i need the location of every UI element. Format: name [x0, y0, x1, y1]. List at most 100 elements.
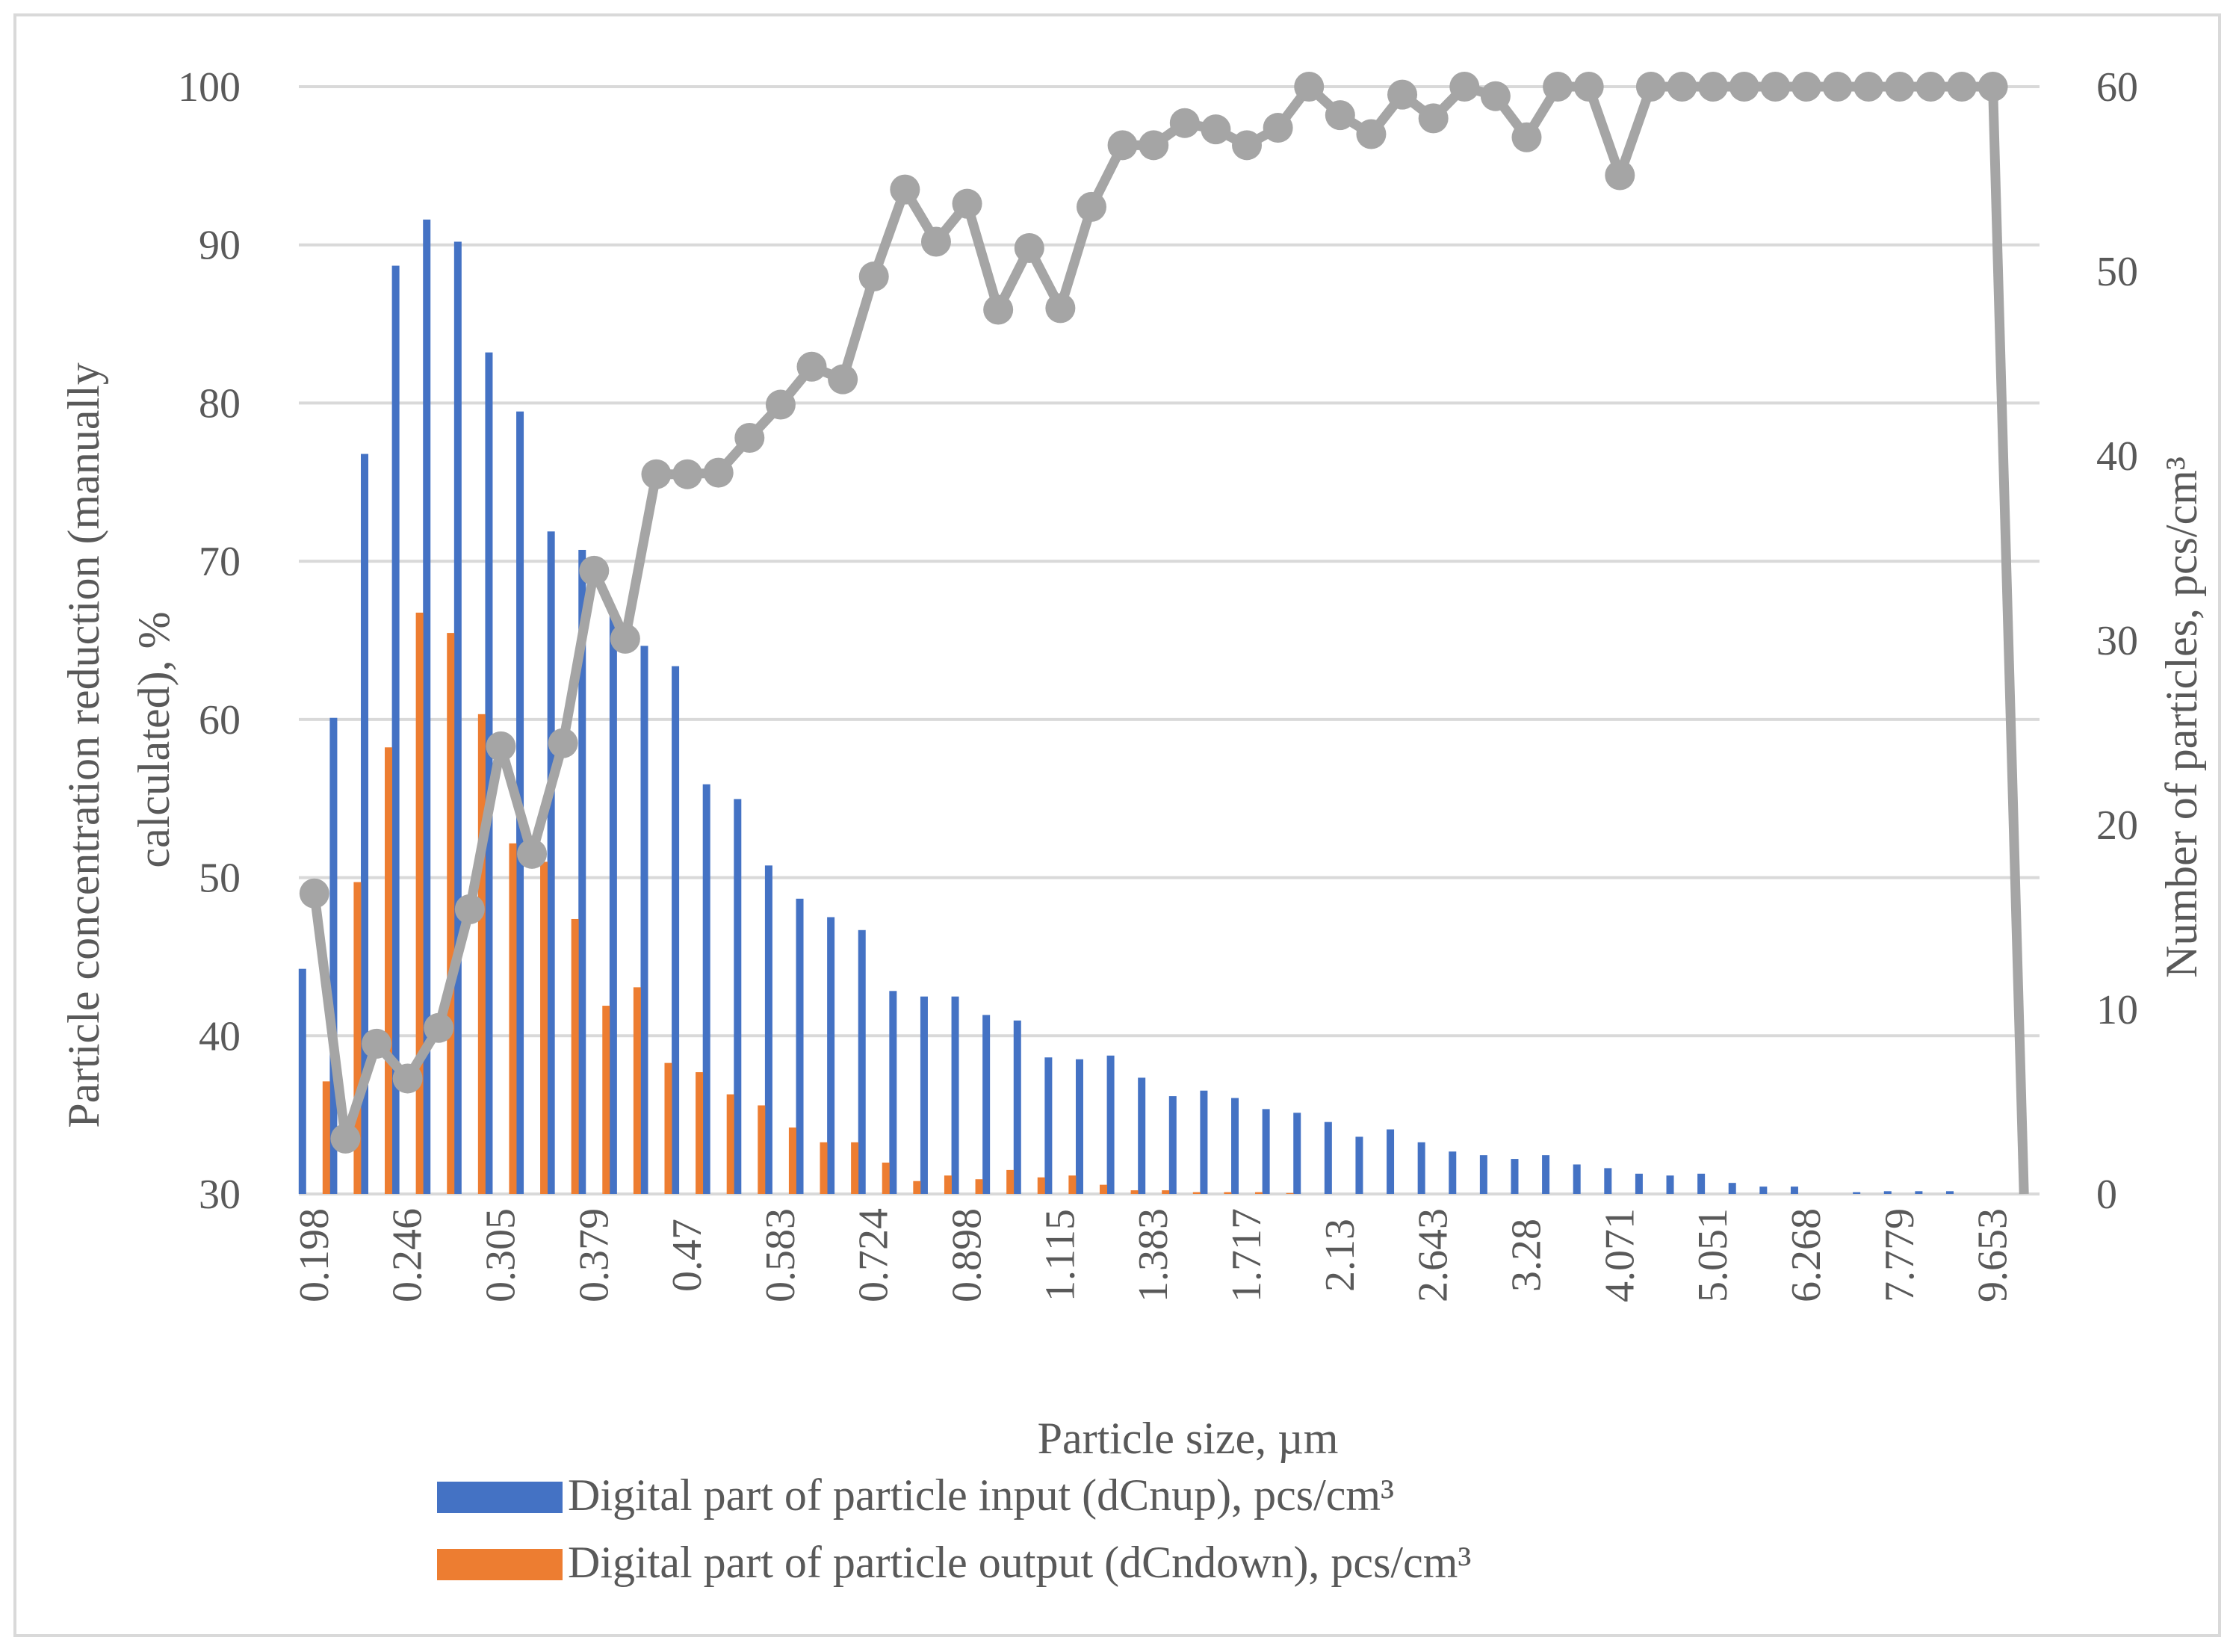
reduction-marker: [424, 1012, 454, 1043]
reduction-marker: [1729, 72, 1759, 102]
x-tick-label: 2.13: [1317, 1219, 1363, 1292]
input-bar: [1138, 1077, 1146, 1194]
y-axis-title-line-2: calculated), %: [129, 611, 179, 867]
gridlines: [299, 85, 2040, 1195]
reduction-marker: [983, 294, 1014, 325]
reduction-marker: [1605, 160, 1635, 191]
x-tick-label: 6.268: [1783, 1208, 1830, 1302]
input-bar: [547, 531, 555, 1194]
input-bar: [1635, 1173, 1643, 1194]
x-tick-label: 0.379: [571, 1208, 617, 1302]
y-tick-label: 30: [199, 1172, 241, 1218]
reduction-marker: [362, 1028, 392, 1059]
input-bar: [672, 666, 680, 1194]
x-tick-label: 0.898: [944, 1208, 991, 1302]
input-bar: [1262, 1109, 1270, 1194]
y-tick-label: 100: [178, 64, 241, 111]
legend-label-input: Digital part of particle input (dCnup), …: [568, 1470, 1394, 1520]
input-bar: [734, 799, 742, 1194]
input-bar: [578, 549, 586, 1194]
reduction-marker: [1263, 113, 1293, 143]
reduction-marker: [517, 838, 548, 869]
input-bar: [1013, 1020, 1021, 1194]
reduction-marker: [1760, 72, 1791, 102]
secondary-y-tick-labels: 0 10 20 30 40 50 60: [2096, 64, 2138, 1218]
output-bar-series: [322, 612, 1294, 1194]
reduction-line: [309, 81, 2029, 1195]
input-bar: [1387, 1129, 1395, 1194]
reduction-marker: [579, 555, 610, 586]
reduction-marker: [641, 459, 672, 489]
input-bar: [1355, 1136, 1363, 1194]
reduction-marker: [858, 262, 889, 292]
output-bar: [788, 1127, 796, 1194]
x-tick-label: 0.198: [291, 1208, 338, 1302]
reduction-marker: [1387, 79, 1418, 110]
output-bar: [1255, 1192, 1263, 1194]
output-bar: [1192, 1192, 1201, 1194]
reduction-marker: [1045, 293, 1076, 324]
output-bar: [1224, 1192, 1232, 1194]
x-tick-label: 0.246: [385, 1208, 431, 1302]
output-bar: [758, 1105, 766, 1194]
x-tick-label: 1.115: [1037, 1209, 1083, 1302]
input-bar: [1573, 1164, 1581, 1194]
input-bar: [764, 865, 772, 1194]
y-tick-label: 40: [199, 1013, 241, 1059]
input-bar: [1479, 1155, 1487, 1194]
reduction-marker: [1014, 232, 1044, 263]
reduction-marker: [1139, 130, 1169, 161]
input-bar: [1417, 1142, 1425, 1194]
input-bar: [640, 646, 648, 1194]
output-bar: [1006, 1169, 1015, 1194]
input-bar: [702, 784, 710, 1194]
y-tick-label: 70: [199, 539, 241, 585]
x-tick-label: 3.28: [1503, 1219, 1549, 1292]
input-bar: [1915, 1191, 1923, 1194]
reduction-marker: [1356, 119, 1387, 149]
reduction-line-series: [299, 72, 2029, 1195]
output-bar: [696, 1071, 704, 1194]
reduction-marker: [734, 423, 765, 454]
reduction-marker: [796, 351, 827, 382]
input-bar: [1697, 1173, 1706, 1194]
reduction-marker: [454, 894, 485, 924]
input-bar: [1666, 1175, 1674, 1194]
input-bar: [1511, 1159, 1519, 1194]
input-bar: [1790, 1187, 1798, 1194]
y-tick-label: 50: [199, 856, 241, 902]
x-tick-label: 0.47: [664, 1219, 710, 1292]
reduction-marker: [1107, 130, 1138, 161]
output-bar: [726, 1094, 734, 1194]
reduction-marker: [952, 188, 982, 219]
output-bar: [944, 1175, 952, 1194]
legend: Digital part of particle input (dCnup), …: [437, 1470, 1471, 1587]
y2-tick-label: 10: [2096, 987, 2138, 1033]
output-bar: [571, 918, 579, 1194]
input-bar: [1883, 1191, 1892, 1194]
output-bar: [415, 612, 424, 1194]
input-bar: [951, 996, 959, 1194]
x-tick-label: 9.653: [1970, 1208, 2016, 1302]
input-bar: [796, 898, 804, 1194]
y-tick-label: 80: [199, 380, 241, 427]
reduction-marker: [1946, 72, 1977, 102]
input-bar: [1044, 1057, 1053, 1194]
reduction-marker: [1449, 72, 1480, 102]
reduction-marker: [1232, 130, 1263, 161]
reduction-marker: [1635, 72, 1666, 102]
x-tick-label: 7.779: [1877, 1208, 1923, 1302]
x-tick-label: 5.051: [1690, 1208, 1736, 1302]
input-bar: [920, 996, 928, 1194]
output-bar: [1162, 1190, 1170, 1194]
x-tick-label: 0.305: [477, 1208, 524, 1302]
x-tick-label: 0.724: [851, 1208, 897, 1302]
output-bar: [1037, 1177, 1045, 1194]
input-bar: [453, 241, 462, 1195]
reduction-marker: [672, 459, 703, 489]
x-axis-title: Particle size, µm: [1038, 1414, 1339, 1463]
y2-tick-label: 30: [2096, 618, 2138, 664]
output-bar: [975, 1179, 983, 1194]
y2-tick-label: 50: [2096, 249, 2138, 295]
reduction-marker: [548, 728, 578, 758]
